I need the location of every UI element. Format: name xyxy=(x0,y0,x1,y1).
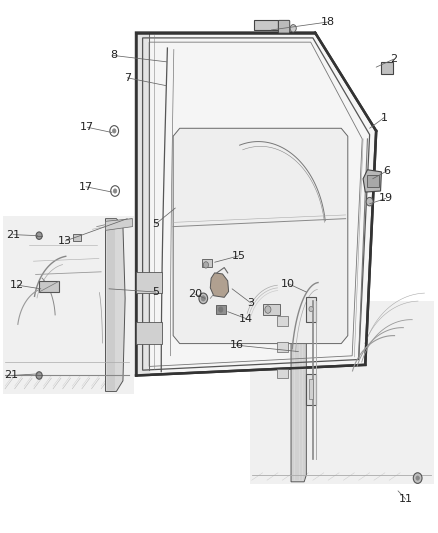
Text: 18: 18 xyxy=(321,17,335,27)
Text: 19: 19 xyxy=(379,193,393,204)
Polygon shape xyxy=(106,219,133,230)
Polygon shape xyxy=(136,322,162,344)
Polygon shape xyxy=(210,273,229,297)
Text: 6: 6 xyxy=(384,166,391,176)
Text: 13: 13 xyxy=(58,236,72,246)
Circle shape xyxy=(113,129,116,133)
Polygon shape xyxy=(363,169,381,192)
Bar xyxy=(73,233,81,241)
Text: 3: 3 xyxy=(247,297,254,308)
Polygon shape xyxy=(106,219,125,391)
Circle shape xyxy=(36,372,42,379)
Circle shape xyxy=(219,307,223,312)
Bar xyxy=(250,301,434,484)
Text: 1: 1 xyxy=(381,112,388,123)
Circle shape xyxy=(366,197,373,206)
Bar xyxy=(277,317,288,326)
Circle shape xyxy=(199,293,208,304)
Text: 15: 15 xyxy=(232,251,246,261)
FancyBboxPatch shape xyxy=(279,20,290,33)
Text: 14: 14 xyxy=(239,313,253,324)
Text: 21: 21 xyxy=(4,370,19,381)
Bar xyxy=(381,62,393,74)
Circle shape xyxy=(290,25,296,32)
Text: 21: 21 xyxy=(6,230,20,240)
Bar xyxy=(39,281,59,292)
Text: 10: 10 xyxy=(281,279,295,288)
Bar xyxy=(277,342,288,352)
Text: 8: 8 xyxy=(110,51,117,60)
Text: 17: 17 xyxy=(80,122,94,132)
Text: 11: 11 xyxy=(399,494,413,504)
Circle shape xyxy=(113,189,117,193)
Text: 5: 5 xyxy=(152,219,159,229)
Circle shape xyxy=(201,296,205,301)
Text: 17: 17 xyxy=(79,182,93,192)
Circle shape xyxy=(110,126,119,136)
Circle shape xyxy=(413,473,422,483)
Circle shape xyxy=(416,476,420,480)
Bar xyxy=(3,216,134,394)
Bar xyxy=(309,379,313,399)
Circle shape xyxy=(309,306,313,312)
Text: 20: 20 xyxy=(188,289,202,299)
Circle shape xyxy=(203,262,208,268)
Text: 16: 16 xyxy=(230,340,244,350)
Polygon shape xyxy=(291,301,306,482)
Bar xyxy=(306,297,316,322)
Text: 12: 12 xyxy=(10,280,25,290)
Bar xyxy=(306,374,316,405)
Circle shape xyxy=(111,185,120,196)
Text: 2: 2 xyxy=(390,54,397,64)
Text: 7: 7 xyxy=(124,73,131,83)
Polygon shape xyxy=(136,272,162,293)
Polygon shape xyxy=(173,128,348,344)
Polygon shape xyxy=(136,33,376,375)
Bar xyxy=(263,304,280,316)
Bar xyxy=(277,368,288,378)
Circle shape xyxy=(265,306,271,313)
Bar xyxy=(367,175,379,187)
Bar xyxy=(254,20,278,30)
Polygon shape xyxy=(215,305,226,314)
Text: 5: 5 xyxy=(152,287,159,297)
Bar xyxy=(202,259,212,266)
Circle shape xyxy=(36,232,42,239)
